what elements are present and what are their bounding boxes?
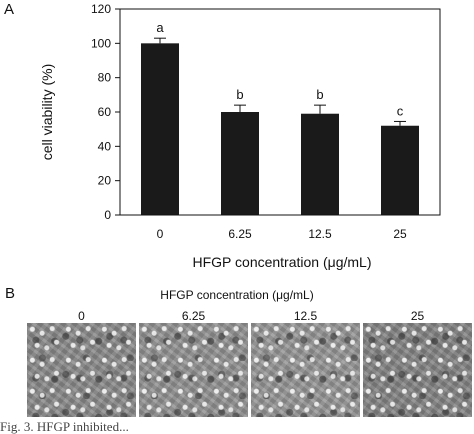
- panel-a-letter: A: [4, 1, 14, 18]
- y-tick-label-60: 60: [98, 105, 112, 119]
- y-tick-label-100: 100: [91, 36, 111, 50]
- micrograph-title: HFGP concentration (μg/mL): [160, 288, 314, 302]
- y-tick-label-80: 80: [98, 71, 112, 85]
- bar-0: [141, 43, 179, 216]
- x-axis-ticks: 0 6.25 12.5 25: [157, 227, 407, 241]
- plot-frame: [119, 8, 441, 216]
- bar-6-25: [221, 112, 259, 215]
- micrograph-label-0: 0: [78, 309, 85, 323]
- bar-chart: A 0 20 40 60 80 100 120 a b b c 0 6.25 12.5 25 cell …: [4, 1, 441, 270]
- figure-caption: Fig. 3. HFGP inhibited...: [0, 420, 129, 434]
- significance-letter-0: a: [156, 20, 164, 35]
- panel-b-letter: B: [5, 285, 16, 302]
- y-axis-ticks: 0 20 40 60 80 100 120: [91, 2, 120, 222]
- micrograph-label-25: 25: [410, 309, 425, 323]
- significance-letter-25: c: [397, 103, 404, 118]
- micrograph-image-0: [27, 323, 136, 417]
- bars-group: a b b c: [141, 20, 419, 216]
- micrograph-image-6-25: [139, 323, 248, 417]
- bar-12-5: [301, 113, 339, 215]
- significance-letter-6-25: b: [236, 87, 243, 102]
- x-tick-label-6-25: 6.25: [228, 227, 252, 241]
- y-tick-label-40: 40: [98, 139, 112, 153]
- x-axis-title: HFGP concentration (μg/mL): [193, 254, 372, 270]
- y-axis-title: cell viability (%): [39, 64, 55, 160]
- x-tick-label-0: 0: [157, 227, 164, 241]
- micrograph-image-12-5: [251, 323, 360, 417]
- micrograph-label-12-5: 12.5: [293, 309, 318, 323]
- significance-letter-12-5: b: [316, 87, 323, 102]
- bar-25: [381, 125, 419, 215]
- x-tick-label-25: 25: [393, 227, 407, 241]
- micrograph-image-25: [363, 323, 472, 417]
- x-tick-label-12-5: 12.5: [308, 227, 332, 241]
- micrograph-label-6-25: 6.25: [181, 309, 206, 323]
- y-tick-label-120: 120: [91, 2, 111, 16]
- y-tick-label-20: 20: [98, 174, 112, 188]
- y-tick-label-0: 0: [104, 208, 111, 222]
